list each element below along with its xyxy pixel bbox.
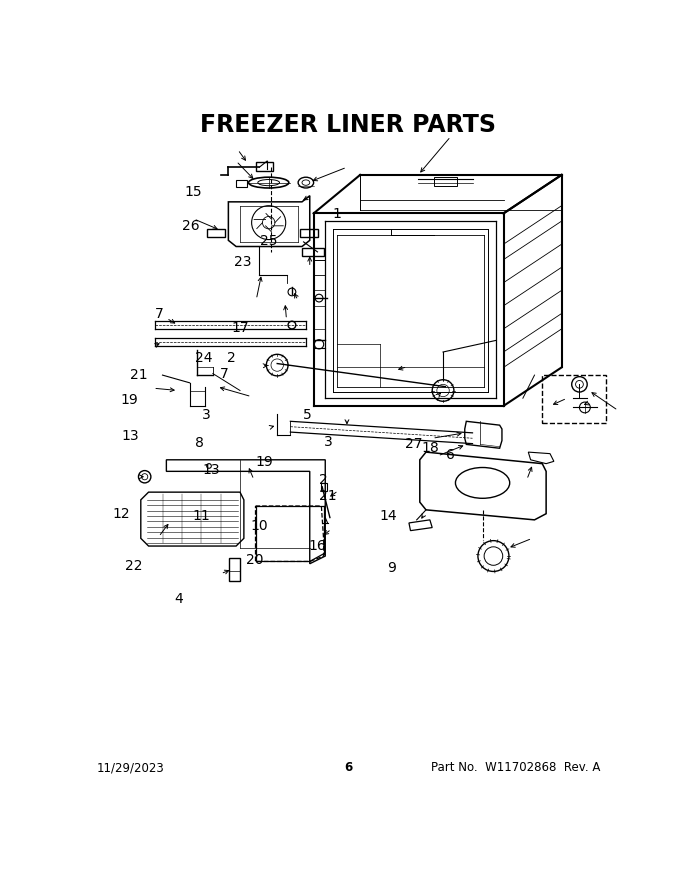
Text: 24: 24 [195, 350, 212, 364]
Text: 3: 3 [202, 408, 211, 422]
Text: 26: 26 [182, 219, 199, 233]
Text: 6: 6 [446, 448, 455, 462]
Text: 2: 2 [319, 473, 328, 487]
Text: 21: 21 [131, 369, 148, 382]
Bar [229, 558, 240, 582]
Text: 7: 7 [220, 367, 229, 381]
Text: 8: 8 [195, 436, 204, 450]
Text: 15: 15 [184, 186, 202, 200]
Text: 19: 19 [255, 455, 273, 469]
Text: 6: 6 [344, 761, 353, 774]
Text: 20: 20 [246, 553, 263, 567]
Text: 21: 21 [319, 489, 336, 502]
Text: 17: 17 [232, 321, 250, 335]
Text: 7: 7 [154, 307, 163, 321]
Bar [542, 375, 606, 422]
Text: FREEZER LINER PARTS: FREEZER LINER PARTS [201, 113, 496, 137]
Text: 14: 14 [379, 510, 397, 524]
Text: 23: 23 [235, 255, 252, 269]
Text: 13: 13 [121, 429, 139, 444]
Text: 25: 25 [260, 234, 277, 248]
Text: 16: 16 [308, 539, 326, 553]
Text: 4: 4 [175, 592, 183, 606]
Bar [320, 483, 327, 491]
Text: 18: 18 [422, 442, 439, 456]
Text: Part No.  W11702868  Rev. A: Part No. W11702868 Rev. A [431, 761, 600, 774]
Text: 3: 3 [324, 435, 333, 449]
Text: 2: 2 [227, 350, 236, 364]
Text: 1: 1 [333, 207, 341, 221]
Bar [236, 180, 247, 187]
Bar [434, 177, 457, 187]
Text: 13: 13 [203, 463, 220, 477]
Text: 5: 5 [303, 408, 311, 422]
Text: 22: 22 [124, 560, 142, 574]
Text: 10: 10 [250, 518, 268, 532]
Text: 19: 19 [121, 392, 139, 407]
Bar [256, 162, 273, 171]
Text: 9: 9 [388, 561, 396, 575]
Text: 12: 12 [112, 507, 130, 520]
Text: 27: 27 [405, 437, 422, 451]
Text: 11/29/2023: 11/29/2023 [97, 761, 165, 774]
Text: 11: 11 [192, 510, 210, 524]
